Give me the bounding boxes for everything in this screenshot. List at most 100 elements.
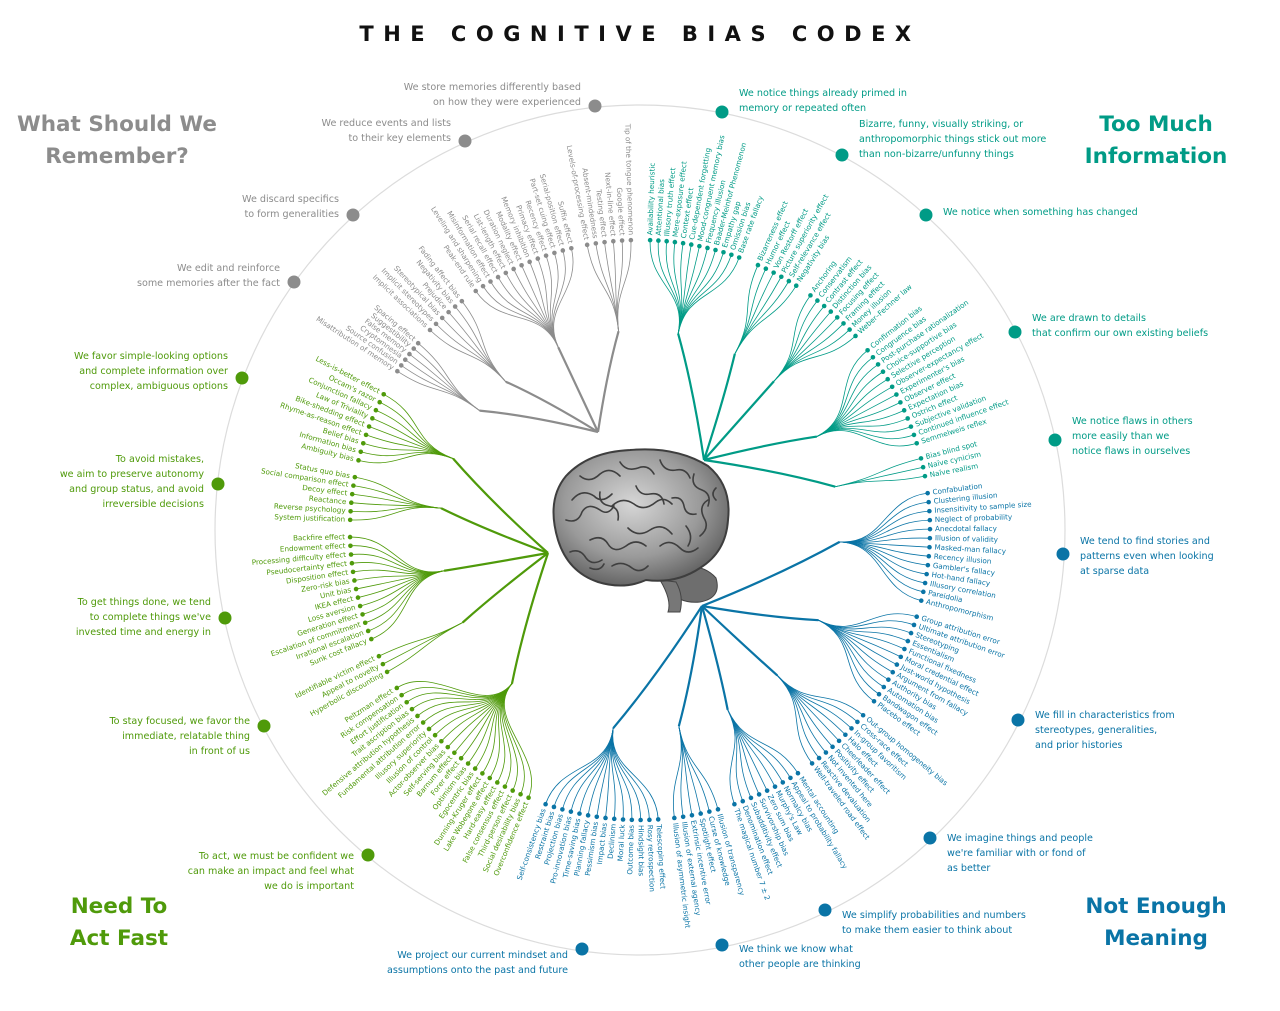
bias-dot: [764, 788, 770, 793]
category-dot: [218, 611, 232, 625]
category-label: To avoid mistakes, we aim to preserve au…: [59, 454, 204, 510]
bias-dot: [360, 440, 366, 446]
bias-dot: [828, 309, 834, 314]
bias-dot: [355, 595, 361, 600]
bias-branch: [773, 295, 811, 382]
branch-trunk: [701, 605, 779, 677]
category-label: We store memories differently based on h…: [403, 82, 581, 108]
bias-dot: [886, 677, 891, 682]
bias-item: Anecdotal fallacy: [927, 524, 998, 533]
bias-dot: [918, 456, 924, 461]
bias-branch: [776, 675, 820, 759]
bias-branch: [358, 453, 454, 464]
category-dot: [257, 719, 271, 733]
bias-item: Tip of the tongue phenomenon: [623, 123, 636, 243]
bias-branch: [816, 378, 888, 437]
bias-dot: [348, 552, 354, 557]
bias-label: Availability heuristic: [645, 163, 657, 236]
bias-label: Anecdotal fallacy: [935, 524, 998, 533]
bias-branch: [562, 728, 614, 810]
bias-dot: [672, 239, 678, 245]
bias-dot: [404, 699, 410, 705]
bias-dot: [452, 750, 457, 756]
bias-branch: [497, 276, 559, 348]
category-dot: [346, 208, 360, 222]
bias-dot: [808, 293, 813, 298]
bias-branch: [350, 536, 445, 573]
bias-dot: [855, 719, 860, 725]
bias-label: Neglect of probability: [935, 512, 1013, 524]
bias-dot: [914, 614, 920, 620]
brain-fold: [712, 487, 717, 501]
bias-dot: [611, 816, 617, 822]
bias-dot: [841, 321, 846, 326]
bias-dot: [736, 255, 742, 260]
bias-dot: [740, 798, 746, 804]
bias-dot: [376, 653, 382, 659]
bias-dot: [427, 327, 433, 333]
bias-dot: [689, 813, 695, 818]
branch-trunk: [701, 540, 841, 608]
bias-branch: [354, 476, 442, 509]
bias-branch: [678, 726, 719, 810]
bias-dot: [394, 685, 400, 691]
bias-dot: [620, 817, 626, 822]
bias-dot: [445, 744, 451, 750]
bias-branch: [835, 475, 926, 488]
bias-dot: [772, 784, 778, 789]
bias-branch: [677, 252, 724, 334]
category-dot: [1056, 547, 1070, 561]
bias-branch: [501, 683, 513, 787]
category-label: We think we know what other people are t…: [739, 944, 861, 970]
bias-branch: [475, 290, 559, 348]
bias-dot: [519, 262, 524, 268]
quadrant-title-information: Too Much Information: [1026, 109, 1280, 173]
bias-branch: [496, 683, 513, 783]
category-label: We fill in characteristics from stereoty…: [1035, 710, 1175, 751]
bias-branch: [818, 619, 885, 688]
brain-fold: [569, 550, 603, 564]
bias-branch: [816, 364, 879, 437]
category-dot: [361, 848, 375, 862]
bias-dot: [763, 266, 769, 272]
branch-trunk: [505, 380, 599, 433]
category-label: To stay focused, we favor the immediate,…: [109, 716, 250, 757]
bias-branch: [612, 728, 659, 820]
category-dot: [235, 371, 249, 385]
category-label: We favor simple-looking options and comp…: [74, 351, 228, 392]
bias-branch: [727, 709, 752, 799]
bias-dot: [593, 241, 599, 246]
category-label: We are drawn to details that confirm our…: [1032, 313, 1209, 339]
bias-dot: [922, 473, 928, 479]
bias-dot: [560, 248, 566, 253]
bias-branch: [734, 280, 790, 355]
bias-item: Endowment effect: [280, 541, 353, 554]
bias-dot: [362, 620, 368, 626]
bias-branch: [617, 240, 632, 332]
bias-dot: [697, 243, 702, 249]
quadrant-title-act: Need To Act Fast: [0, 891, 249, 955]
quadrant-title-line: Meaning: [1104, 926, 1208, 951]
bias-dot: [480, 771, 485, 776]
bias-dot: [511, 266, 516, 272]
bias-dot: [816, 755, 822, 761]
bias-dot: [369, 636, 374, 642]
bias-branch: [405, 359, 480, 411]
category-label: We notice things already primed in memor…: [739, 88, 907, 114]
bias-label: Tip of the tongue phenomenon: [623, 123, 636, 236]
bias-dot: [786, 278, 792, 284]
bias-item: Illusion of validity: [927, 533, 999, 544]
bias-dot: [843, 732, 848, 738]
bias-dot: [830, 744, 835, 750]
bias-dot: [407, 351, 412, 357]
bias-dot: [890, 669, 896, 675]
brain-fold: [589, 563, 605, 571]
bias-dot: [771, 270, 776, 275]
bias-label: Backfire effect: [293, 532, 345, 542]
bias-dot: [415, 340, 421, 346]
